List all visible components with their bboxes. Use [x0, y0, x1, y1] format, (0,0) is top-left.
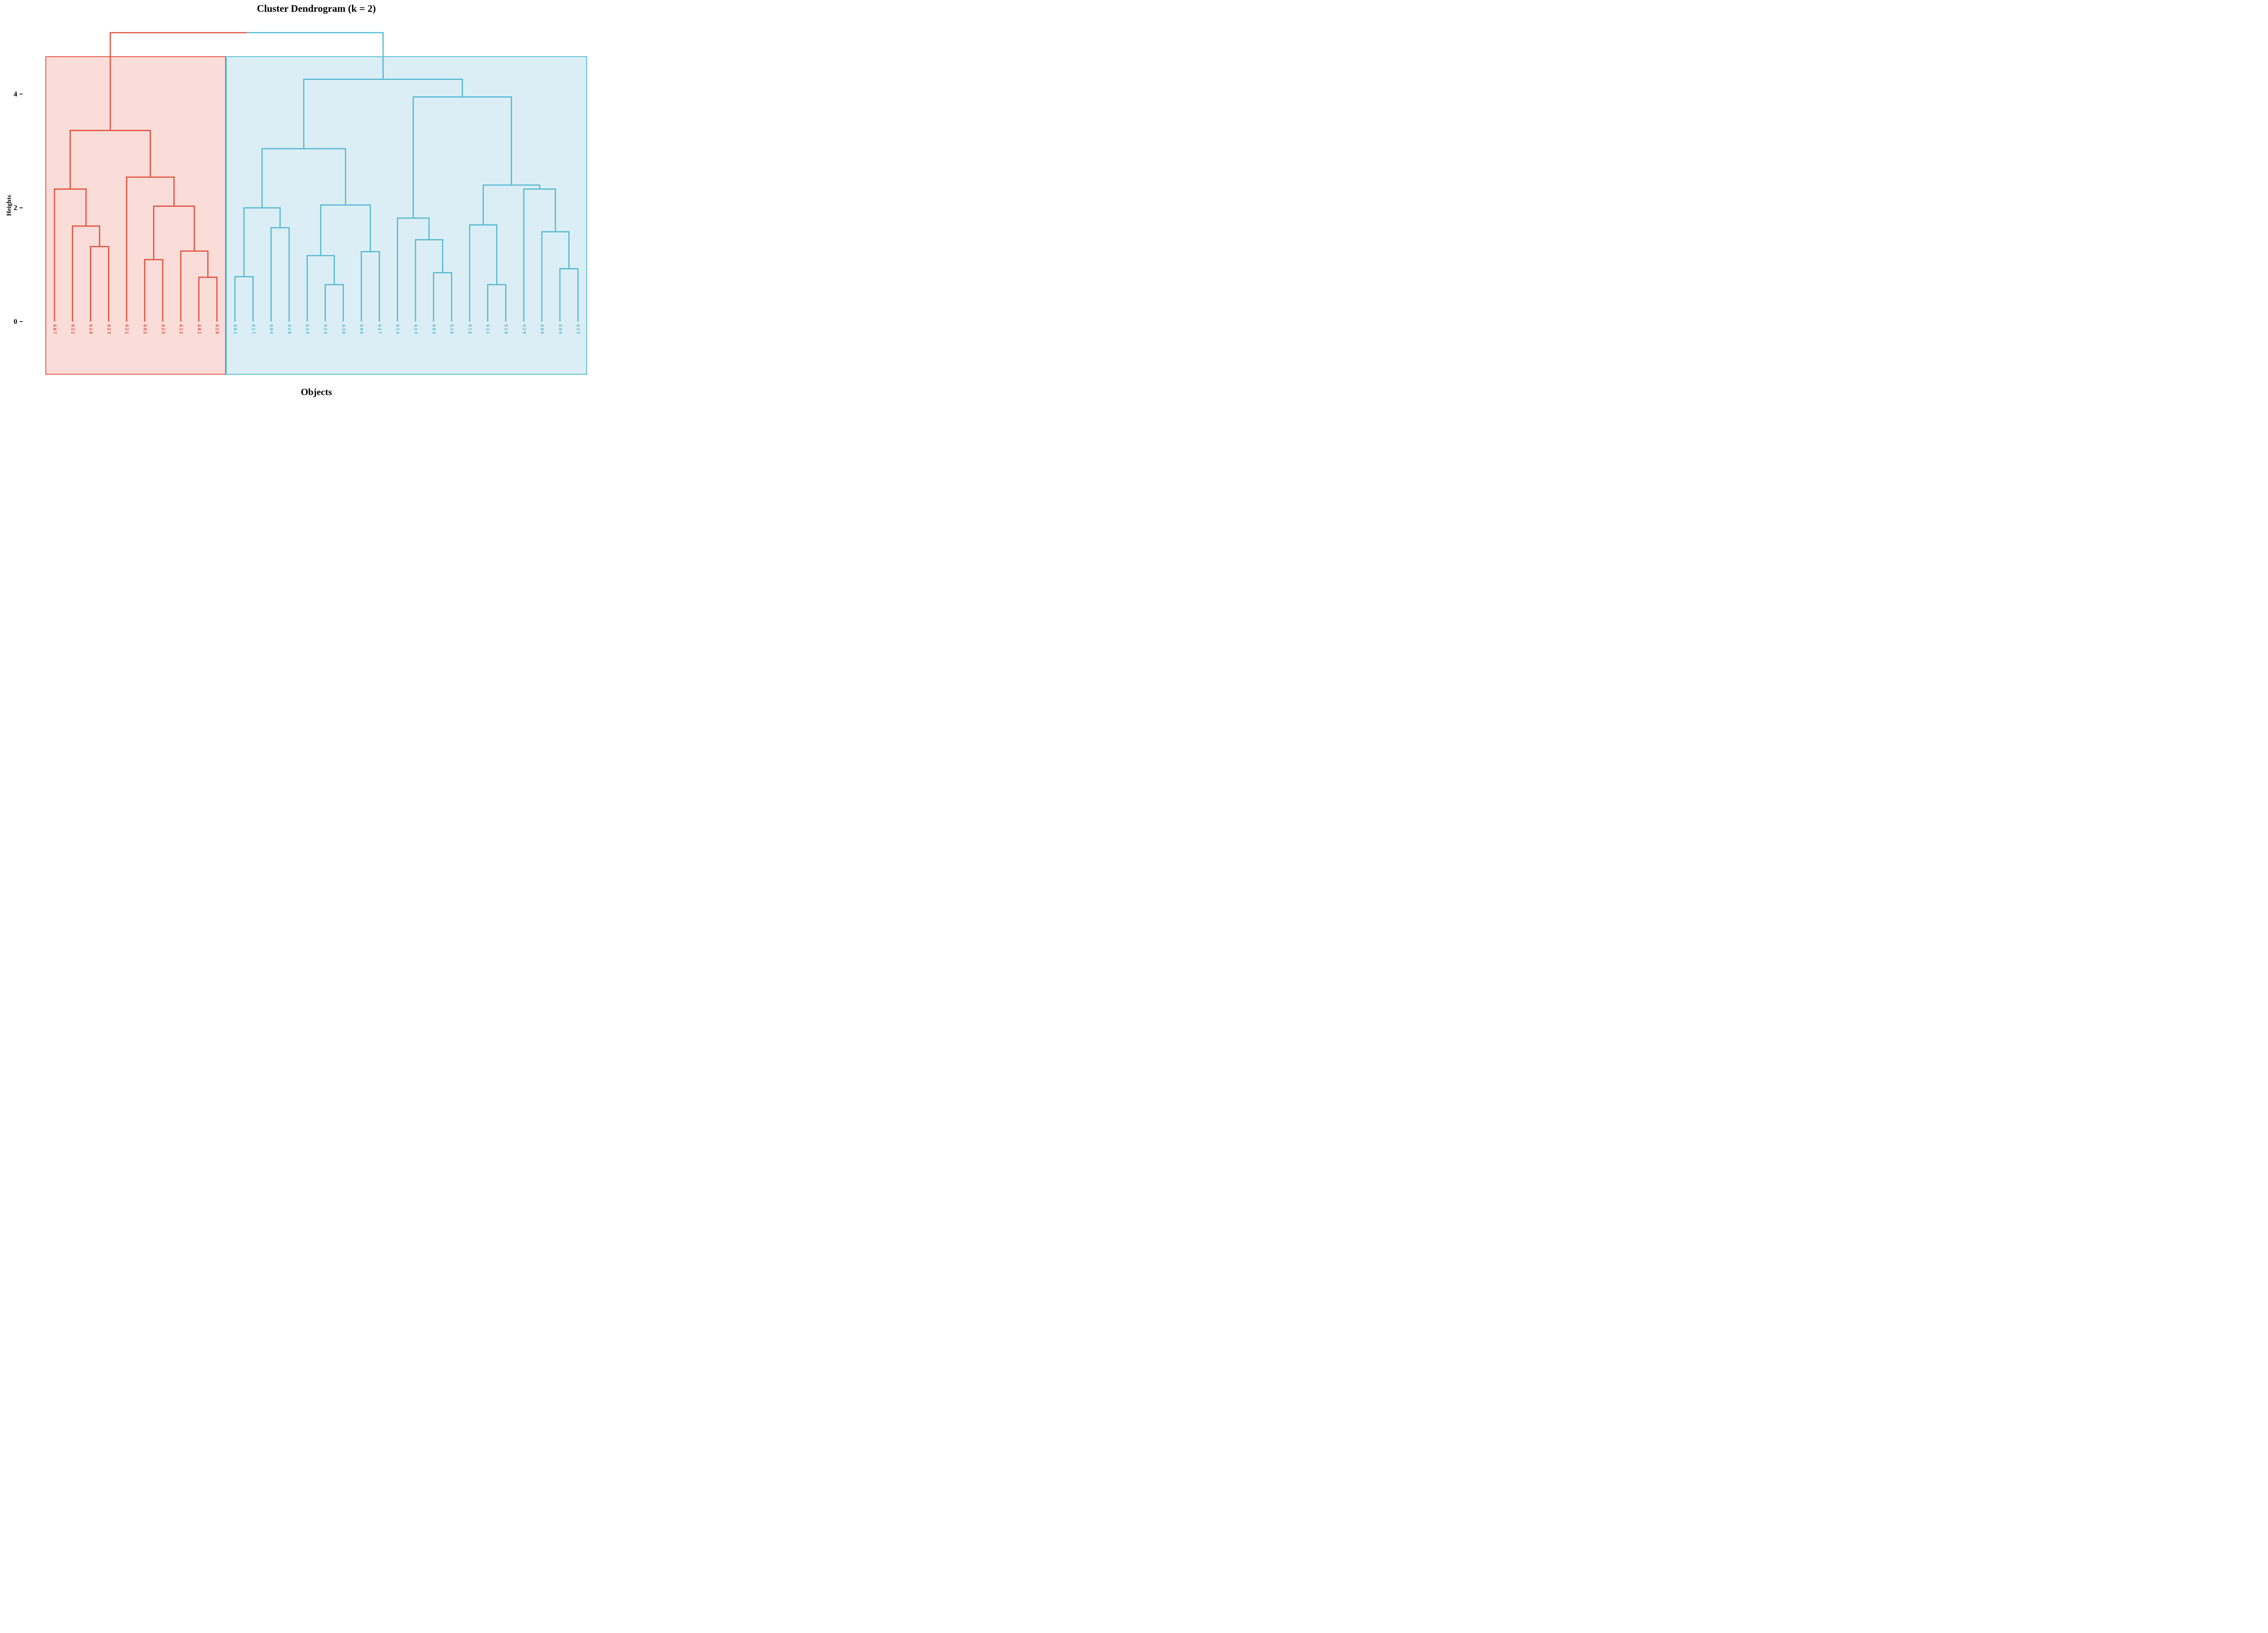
leaf-label-G17: G17	[250, 324, 255, 335]
leaf-label-G07: G07	[52, 324, 57, 335]
cluster-2-rect	[225, 56, 587, 375]
x-axis-label: Objects	[301, 386, 332, 397]
leaf-label-G03: G03	[431, 324, 436, 335]
cluster-1-rect	[45, 56, 226, 375]
leaf-label-G13: G13	[413, 324, 418, 335]
root-link-right	[246, 32, 384, 79]
leaf-label-G25: G25	[160, 324, 165, 335]
leaf-label-G14: G14	[395, 324, 400, 335]
leaf-label-G02: G02	[233, 324, 238, 335]
root-link	[109, 32, 384, 131]
leaf-label-G08: G08	[539, 324, 544, 335]
leaf-label-G29: G29	[521, 324, 526, 335]
leaf-label-G10: G10	[449, 324, 454, 335]
leaf-label-G15: G15	[576, 324, 581, 335]
leaf-label-G11: G11	[485, 324, 490, 335]
y-tick-label-0: 0	[14, 318, 17, 326]
y-axis-ticks: 4 2 0	[14, 90, 23, 326]
leaf-label-G22: G22	[70, 324, 75, 335]
cluster-2-links	[234, 78, 579, 322]
leaf-label-G09: G09	[557, 324, 562, 335]
leaf-label-G20: G20	[88, 324, 93, 335]
leaf-label-G05: G05	[142, 324, 147, 335]
leaf-label-G27: G27	[377, 324, 382, 335]
leaf-label-G26: G26	[287, 324, 292, 335]
dendrogram-canvas: G07 G22 G20 G23 G21 G05 G25 G12 G01 G16 G02 G17 G04 G…	[14, 32, 587, 375]
y-tick-label-4: 4	[14, 90, 17, 98]
leaf-label-G06: G06	[359, 324, 364, 335]
leaf-label-G28: G28	[503, 324, 508, 335]
leaf-label-G12: G12	[178, 324, 183, 335]
cluster-2-leaf-labels: G02 G17 G04 G26 G19 G24 G30 G06 G27 G14 G13 G03 G10 G…	[233, 324, 581, 335]
leaf-label-G23: G23	[106, 324, 111, 335]
leaf-label-G16: G16	[215, 324, 220, 335]
cluster-1-leaf-labels: G07 G22 G20 G23 G21 G05 G25 G12 G01 G16	[52, 324, 220, 335]
dendrogram-page: Cluster Dendrogram (k = 2) Heights Objec…	[0, 0, 612, 408]
leaf-label-G24: G24	[323, 324, 328, 335]
chart-title: Cluster Dendrogram (k = 2)	[257, 3, 376, 14]
y-tick-label-2: 2	[14, 204, 17, 212]
leaf-label-G21: G21	[124, 324, 129, 335]
leaf-label-G01: G01	[196, 324, 201, 335]
root-link-left	[109, 32, 247, 131]
leaf-label-G04: G04	[269, 324, 274, 335]
leaf-label-G19: G19	[305, 324, 310, 335]
leaf-label-G18: G18	[467, 324, 472, 335]
leaf-label-G30: G30	[341, 324, 346, 335]
